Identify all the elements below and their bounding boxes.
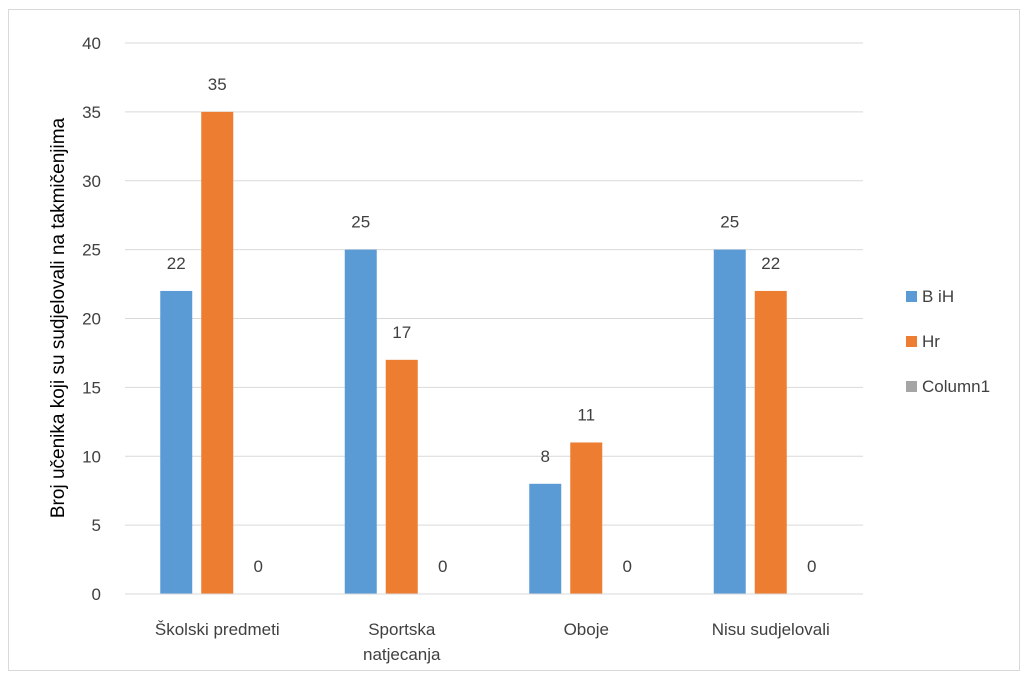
bar-hr [201, 111, 234, 594]
y-tick-label: 30 [82, 172, 101, 191]
x-category-label: Oboje [564, 620, 609, 639]
x-category-label: Nisu sudjelovali [712, 620, 830, 639]
x-category-label: Sportska [368, 620, 436, 639]
data-label: 11 [577, 405, 595, 424]
legend-swatch [906, 291, 917, 302]
bar-b-ih [344, 249, 377, 594]
data-label: 25 [720, 213, 739, 232]
y-tick-label: 20 [82, 310, 101, 329]
y-axis-title: Broj učenika koji su sudjelovali na takm… [48, 117, 69, 518]
y-tick-label: 10 [82, 447, 101, 466]
data-label: 0 [623, 557, 632, 576]
data-label: 8 [541, 447, 550, 466]
data-label: 0 [807, 557, 816, 576]
data-label: 35 [208, 75, 227, 94]
bar-hr [570, 442, 603, 594]
axes: 0 5 10 15 20 25 30 35 40 Školski predmeti Sportska… [82, 34, 863, 664]
data-labels: 22 35 0 25 17 0 8 11 0 25 22 0 [167, 75, 817, 576]
bar-b-ih [529, 483, 562, 594]
data-label: 25 [351, 213, 370, 232]
data-label: 22 [167, 254, 186, 273]
legend-swatch [906, 381, 917, 392]
bar-b-ih [713, 249, 746, 594]
bar-b-ih [160, 290, 193, 594]
y-tick-label: 40 [82, 34, 101, 53]
legend-label: Column1 [922, 377, 990, 396]
y-tick-label: 5 [92, 516, 101, 535]
x-category-label: natjecanja [363, 645, 441, 664]
data-label: 0 [254, 557, 263, 576]
legend: B iH Hr Column1 [906, 287, 990, 396]
bar-hr [385, 359, 418, 594]
data-label: 0 [438, 557, 447, 576]
bars [160, 111, 787, 594]
y-tick-label: 0 [92, 585, 101, 604]
legend-label: B iH [922, 287, 954, 306]
bar-hr [754, 290, 787, 594]
data-label: 22 [761, 254, 780, 273]
x-category-label: Školski predmeti [155, 620, 280, 639]
data-label: 17 [392, 323, 411, 342]
legend-label: Hr [922, 332, 940, 351]
y-tick-label: 25 [82, 241, 101, 260]
y-tick-label: 35 [82, 103, 101, 122]
gridlines [125, 42, 863, 595]
legend-swatch [906, 336, 917, 347]
y-tick-label: 15 [82, 378, 101, 397]
